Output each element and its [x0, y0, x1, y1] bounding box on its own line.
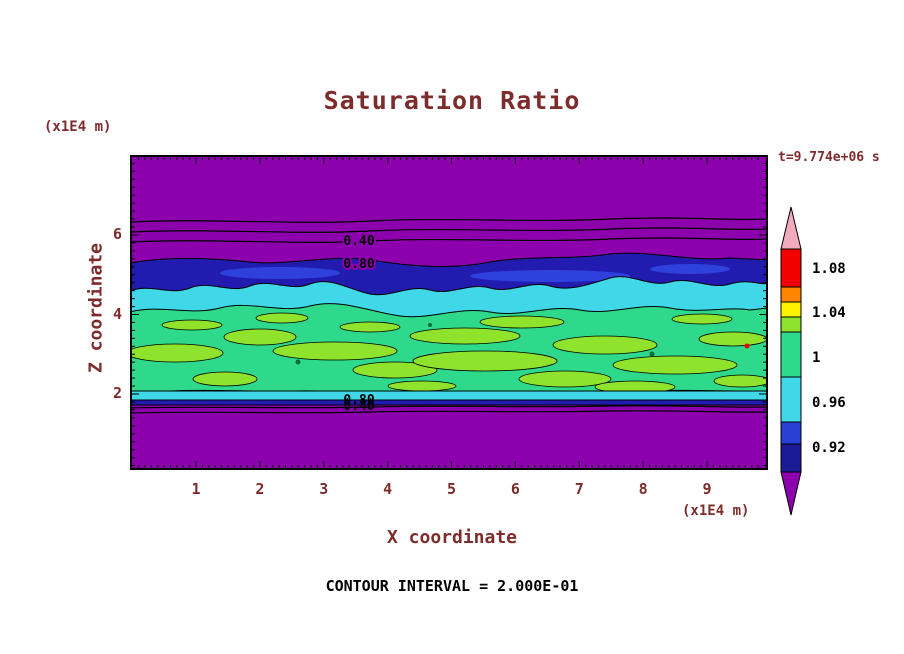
colorbar-tick-label: 0.96 [812, 395, 846, 411]
x-tick-label: 9 [702, 480, 712, 498]
plot-frame [130, 155, 768, 470]
colorbar-block [780, 316, 802, 333]
colorbar-block [780, 376, 802, 423]
x-tick-label: 6 [510, 480, 520, 498]
colorbar-block [780, 421, 802, 445]
colorbar-block [780, 286, 802, 303]
x-tick-label: 7 [574, 480, 584, 498]
colorbar [779, 203, 825, 521]
colorbar-bottom-arrow [780, 471, 802, 516]
x-tick-label: 8 [638, 480, 648, 498]
lower-contour-lines [130, 405, 768, 414]
specks [295, 323, 750, 365]
colorbar-svg [780, 206, 802, 516]
x-tick-label: 2 [255, 480, 265, 498]
contour-plot: 0.40 0.80 0.80 0.40 [130, 155, 768, 470]
colorbar-block [780, 301, 802, 318]
colorbar-top-arrow [780, 206, 802, 250]
y-tick-label: 2 [112, 384, 122, 402]
colorbar-tick-label: 1 [812, 350, 821, 366]
x-tick-label: 4 [383, 480, 393, 498]
colorbar-block [780, 248, 802, 288]
contour-label-080-lower: 0.80 [343, 393, 374, 408]
lower-navy-strip [130, 399, 768, 406]
x-axis-title: X coordinate [386, 527, 518, 548]
y-axis-unit: (x1E4 m) [44, 119, 112, 135]
page-title: Saturation Ratio [323, 86, 581, 115]
x-axis-unit: (x1E4 m) [682, 503, 750, 519]
colorbar-block [780, 443, 802, 473]
chartreuse-blobs [130, 312, 768, 394]
timestamp-label: t=9.774e+06 s [778, 150, 880, 165]
colorbar-tick-label: 0.92 [812, 440, 846, 456]
contour-interval-label: CONTOUR INTERVAL = 2.000E-01 [325, 577, 579, 595]
colorbar-block [780, 331, 802, 378]
y-tick-label: 6 [112, 225, 122, 243]
colorbar-tick-label: 1.08 [812, 261, 846, 277]
upper-contour-lines [130, 217, 768, 243]
contour-label-040-lower: 0.40 [343, 399, 374, 414]
x-tick-label: 1 [191, 480, 201, 498]
lower-cyan-strip [130, 390, 768, 401]
x-tick-label: 5 [447, 480, 457, 498]
contour-label-040-upper: 0.40 [343, 234, 374, 249]
y-tick-label: 4 [112, 304, 122, 323]
colorbar-tick-label: 1.04 [812, 305, 846, 321]
blue-streaks [220, 264, 730, 282]
contour-label-080-upper: 0.80 [343, 257, 374, 272]
x-tick-label: 3 [319, 480, 329, 498]
